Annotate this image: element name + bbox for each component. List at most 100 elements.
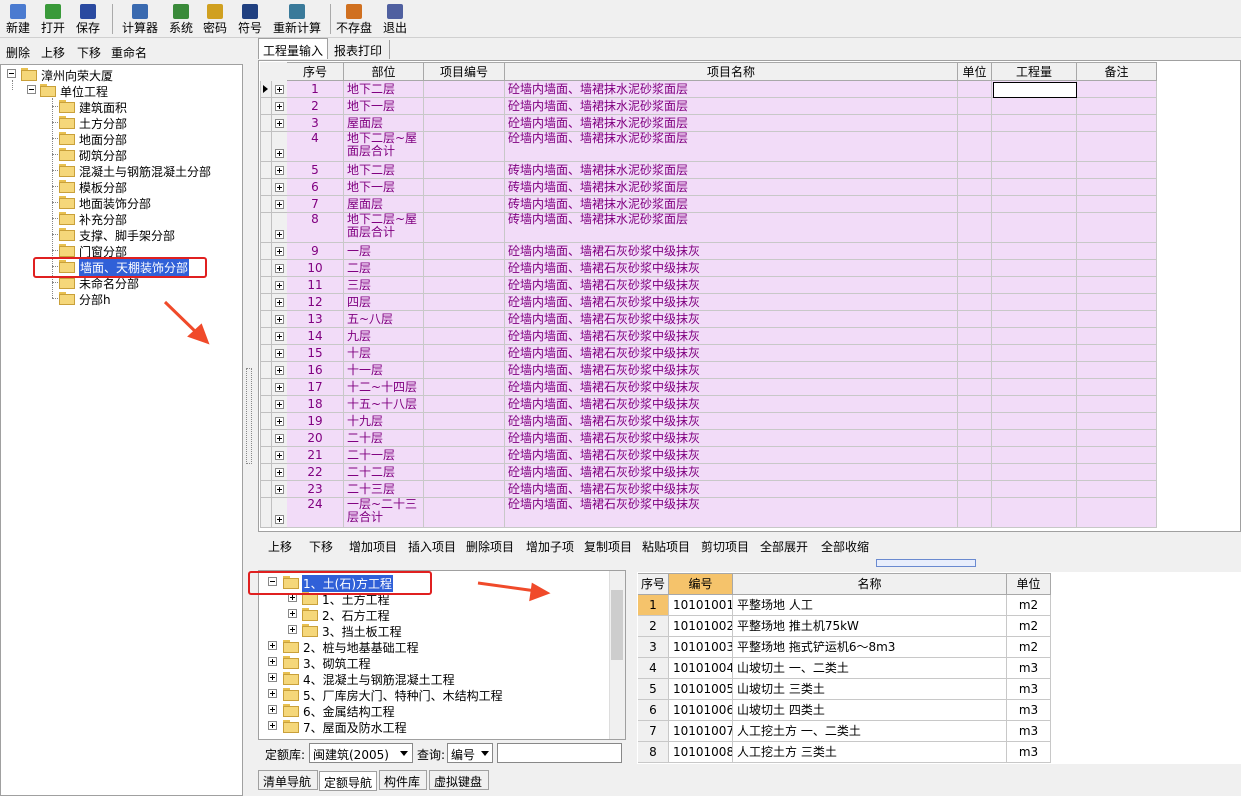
row-quantity[interactable] <box>992 396 1077 413</box>
row-unit[interactable]: m3 <box>1007 658 1051 679</box>
tree-node[interactable]: 3、砌筑工程 <box>303 657 371 671</box>
row-name[interactable]: 山坡切土 一、二类土 <box>733 658 1007 679</box>
row-quantity[interactable] <box>992 447 1077 464</box>
bottom-tab[interactable]: 清单导航 <box>258 770 318 790</box>
tree-node[interactable]: 1、土(石)方工程 <box>302 575 393 592</box>
row-unit[interactable]: m3 <box>1007 700 1051 721</box>
row-name[interactable]: 平整场地 拖式铲运机6～8m3 <box>733 637 1007 658</box>
row-name[interactable]: 平整场地 推土机75kW <box>733 616 1007 637</box>
toolbar-button[interactable]: 重新计算 <box>272 21 321 35</box>
row-quantity[interactable] <box>992 464 1077 481</box>
action-button[interactable]: 复制项目 <box>584 540 633 554</box>
row-code[interactable]: 10101003 <box>669 637 733 658</box>
search-input[interactable] <box>497 743 622 763</box>
toolbar-button[interactable]: 密码 <box>202 21 227 35</box>
tree-node[interactable]: 地面分部 <box>79 133 128 147</box>
row-quantity[interactable] <box>992 260 1077 277</box>
action-button[interactable]: 上移 <box>268 540 293 554</box>
row-code[interactable]: 10101002 <box>669 616 733 637</box>
row-unit[interactable]: m3 <box>1007 721 1051 742</box>
row-unit[interactable]: m2 <box>1007 637 1051 658</box>
toolbar-button[interactable]: 系统 <box>168 21 193 35</box>
row-unit[interactable]: m3 <box>1007 742 1051 763</box>
action-button[interactable]: 全部展开 <box>760 540 809 554</box>
bottom-tab[interactable]: 虚拟键盘 <box>429 770 489 790</box>
row-quantity[interactable] <box>992 213 1077 243</box>
action-button[interactable]: 插入项目 <box>408 540 457 554</box>
row-quantity[interactable] <box>992 196 1077 213</box>
toolbar-button[interactable]: 打开 <box>40 21 65 35</box>
tree-node[interactable]: 模板分部 <box>79 181 128 195</box>
action-button[interactable]: 剪切项目 <box>701 540 750 554</box>
row-code[interactable]: 10101001 <box>669 595 733 616</box>
row-seq[interactable]: 7 <box>638 721 669 742</box>
tree-node[interactable]: 3、挡土板工程 <box>322 625 402 639</box>
toolbar-button[interactable]: 符号 <box>237 21 262 35</box>
row-seq[interactable]: 5 <box>638 679 669 700</box>
row-quantity[interactable] <box>992 328 1077 345</box>
tab[interactable]: 工程量输入 <box>258 38 328 59</box>
row-seq[interactable]: 6 <box>638 700 669 721</box>
tree-node[interactable]: 漳州向荣大厦 <box>41 69 114 83</box>
toolbar-button[interactable]: 保存 <box>75 21 100 35</box>
row-code[interactable]: 10101004 <box>669 658 733 679</box>
row-unit[interactable]: m3 <box>1007 679 1051 700</box>
row-quantity[interactable] <box>992 179 1077 196</box>
row-seq[interactable]: 1 <box>638 595 669 616</box>
tree-node[interactable]: 6、金属结构工程 <box>303 705 395 719</box>
action-button[interactable]: 下移 <box>309 540 334 554</box>
tree-node[interactable]: 未命名分部 <box>79 277 140 291</box>
tree-node[interactable]: 地面装饰分部 <box>79 197 152 211</box>
toolbar-button[interactable]: 计算器 <box>121 21 158 35</box>
tree-node[interactable]: 墙面、天棚装饰分部 <box>79 259 190 276</box>
tree-node[interactable]: 建筑面积 <box>79 101 128 115</box>
row-quantity[interactable] <box>992 98 1077 115</box>
tree-node[interactable]: 单位工程 <box>60 85 109 99</box>
row-code[interactable]: 10101006 <box>669 700 733 721</box>
row-name[interactable]: 平整场地 人工 <box>733 595 1007 616</box>
row-name[interactable]: 人工挖土方 一、二类土 <box>733 721 1007 742</box>
toolbar-button[interactable]: 不存盘 <box>335 21 372 35</box>
row-name[interactable]: 山坡切土 三类土 <box>733 679 1007 700</box>
bottom-tab[interactable]: 构件库 <box>379 770 427 790</box>
row-quantity[interactable] <box>992 481 1077 498</box>
select[interactable]: 闽建筑(2005) <box>309 743 413 763</box>
tree-node[interactable]: 门窗分部 <box>79 245 128 259</box>
tree-node[interactable]: 土方分部 <box>79 117 128 131</box>
tree-node[interactable]: 7、屋面及防水工程 <box>303 721 407 735</box>
tree-node[interactable]: 1、土方工程 <box>322 593 390 607</box>
row-quantity[interactable] <box>992 498 1077 528</box>
row-quantity[interactable] <box>992 243 1077 260</box>
tree-node[interactable]: 砌筑分部 <box>79 149 128 163</box>
tree-node[interactable]: 混凝土与钢筋混凝土分部 <box>79 165 212 179</box>
toolbar-button[interactable]: 退出 <box>382 21 407 35</box>
row-name[interactable]: 人工挖土方 三类土 <box>733 742 1007 763</box>
row-quantity[interactable] <box>992 277 1077 294</box>
tree-node[interactable]: 4、混凝土与钢筋混凝土工程 <box>303 673 455 687</box>
row-seq[interactable]: 8 <box>638 742 669 763</box>
action-button[interactable]: 增加子项 <box>526 540 575 554</box>
active-cell[interactable] <box>993 82 1077 98</box>
bottom-tab[interactable]: 定额导航 <box>319 771 377 791</box>
scroll-thumb[interactable] <box>611 590 623 660</box>
row-unit[interactable]: m2 <box>1007 595 1051 616</box>
row-quantity[interactable] <box>992 162 1077 179</box>
row-quantity[interactable] <box>992 362 1077 379</box>
tree-node[interactable]: 5、厂库房大门、特种门、木结构工程 <box>303 689 503 703</box>
tree-node[interactable]: 补充分部 <box>79 213 128 227</box>
row-quantity[interactable] <box>992 132 1077 162</box>
row-quantity[interactable] <box>992 345 1077 362</box>
tree-node[interactable]: 2、桩与地基基础工程 <box>303 641 419 655</box>
left-tool-button[interactable]: 下移 <box>77 46 102 60</box>
row-unit[interactable]: m2 <box>1007 616 1051 637</box>
tree-node[interactable]: 2、石方工程 <box>322 609 390 623</box>
row-seq[interactable]: 4 <box>638 658 669 679</box>
action-button[interactable]: 全部收缩 <box>821 540 870 554</box>
left-tool-button[interactable]: 重命名 <box>111 46 148 60</box>
left-tool-button[interactable]: 删除 <box>6 46 31 60</box>
select[interactable]: 编号 <box>447 743 493 763</box>
row-seq[interactable]: 3 <box>638 637 669 658</box>
action-button[interactable]: 增加项目 <box>349 540 398 554</box>
row-quantity[interactable] <box>992 115 1077 132</box>
row-quantity[interactable] <box>992 311 1077 328</box>
